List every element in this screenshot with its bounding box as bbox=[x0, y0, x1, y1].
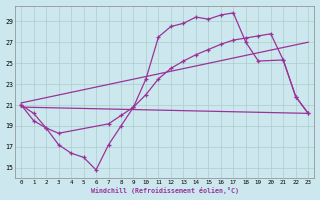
X-axis label: Windchill (Refroidissement éolien,°C): Windchill (Refroidissement éolien,°C) bbox=[91, 187, 239, 194]
